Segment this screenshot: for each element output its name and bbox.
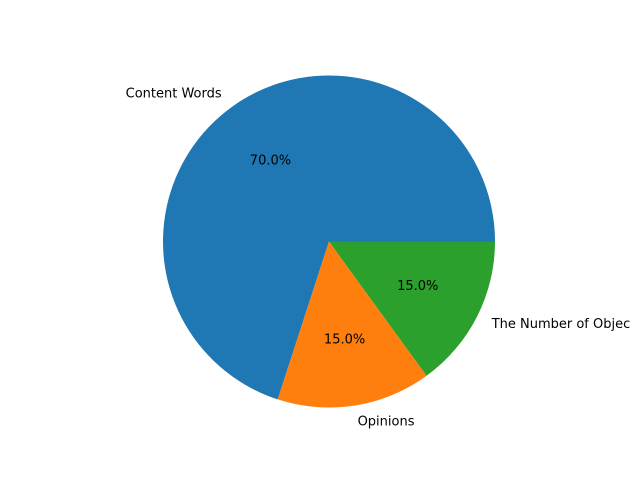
slice-percent-1: 15.0%: [324, 332, 365, 347]
slice-label-0: Content Words: [126, 86, 222, 101]
slice-label-2: The Number of Objec: [491, 317, 631, 332]
pie-labels: Content Words 70.0% Opinions 15.0% The Numbe…: [126, 86, 631, 429]
slice-percent-2: 15.0%: [397, 279, 438, 294]
pie-slice-2: [329, 241, 495, 376]
pie-slice-1: [277, 241, 427, 408]
pie-slices: [163, 75, 495, 408]
slice-label-1: Opinions: [358, 414, 415, 429]
pie-slice-0: [163, 75, 495, 400]
slice-percent-0: 70.0%: [250, 153, 291, 168]
